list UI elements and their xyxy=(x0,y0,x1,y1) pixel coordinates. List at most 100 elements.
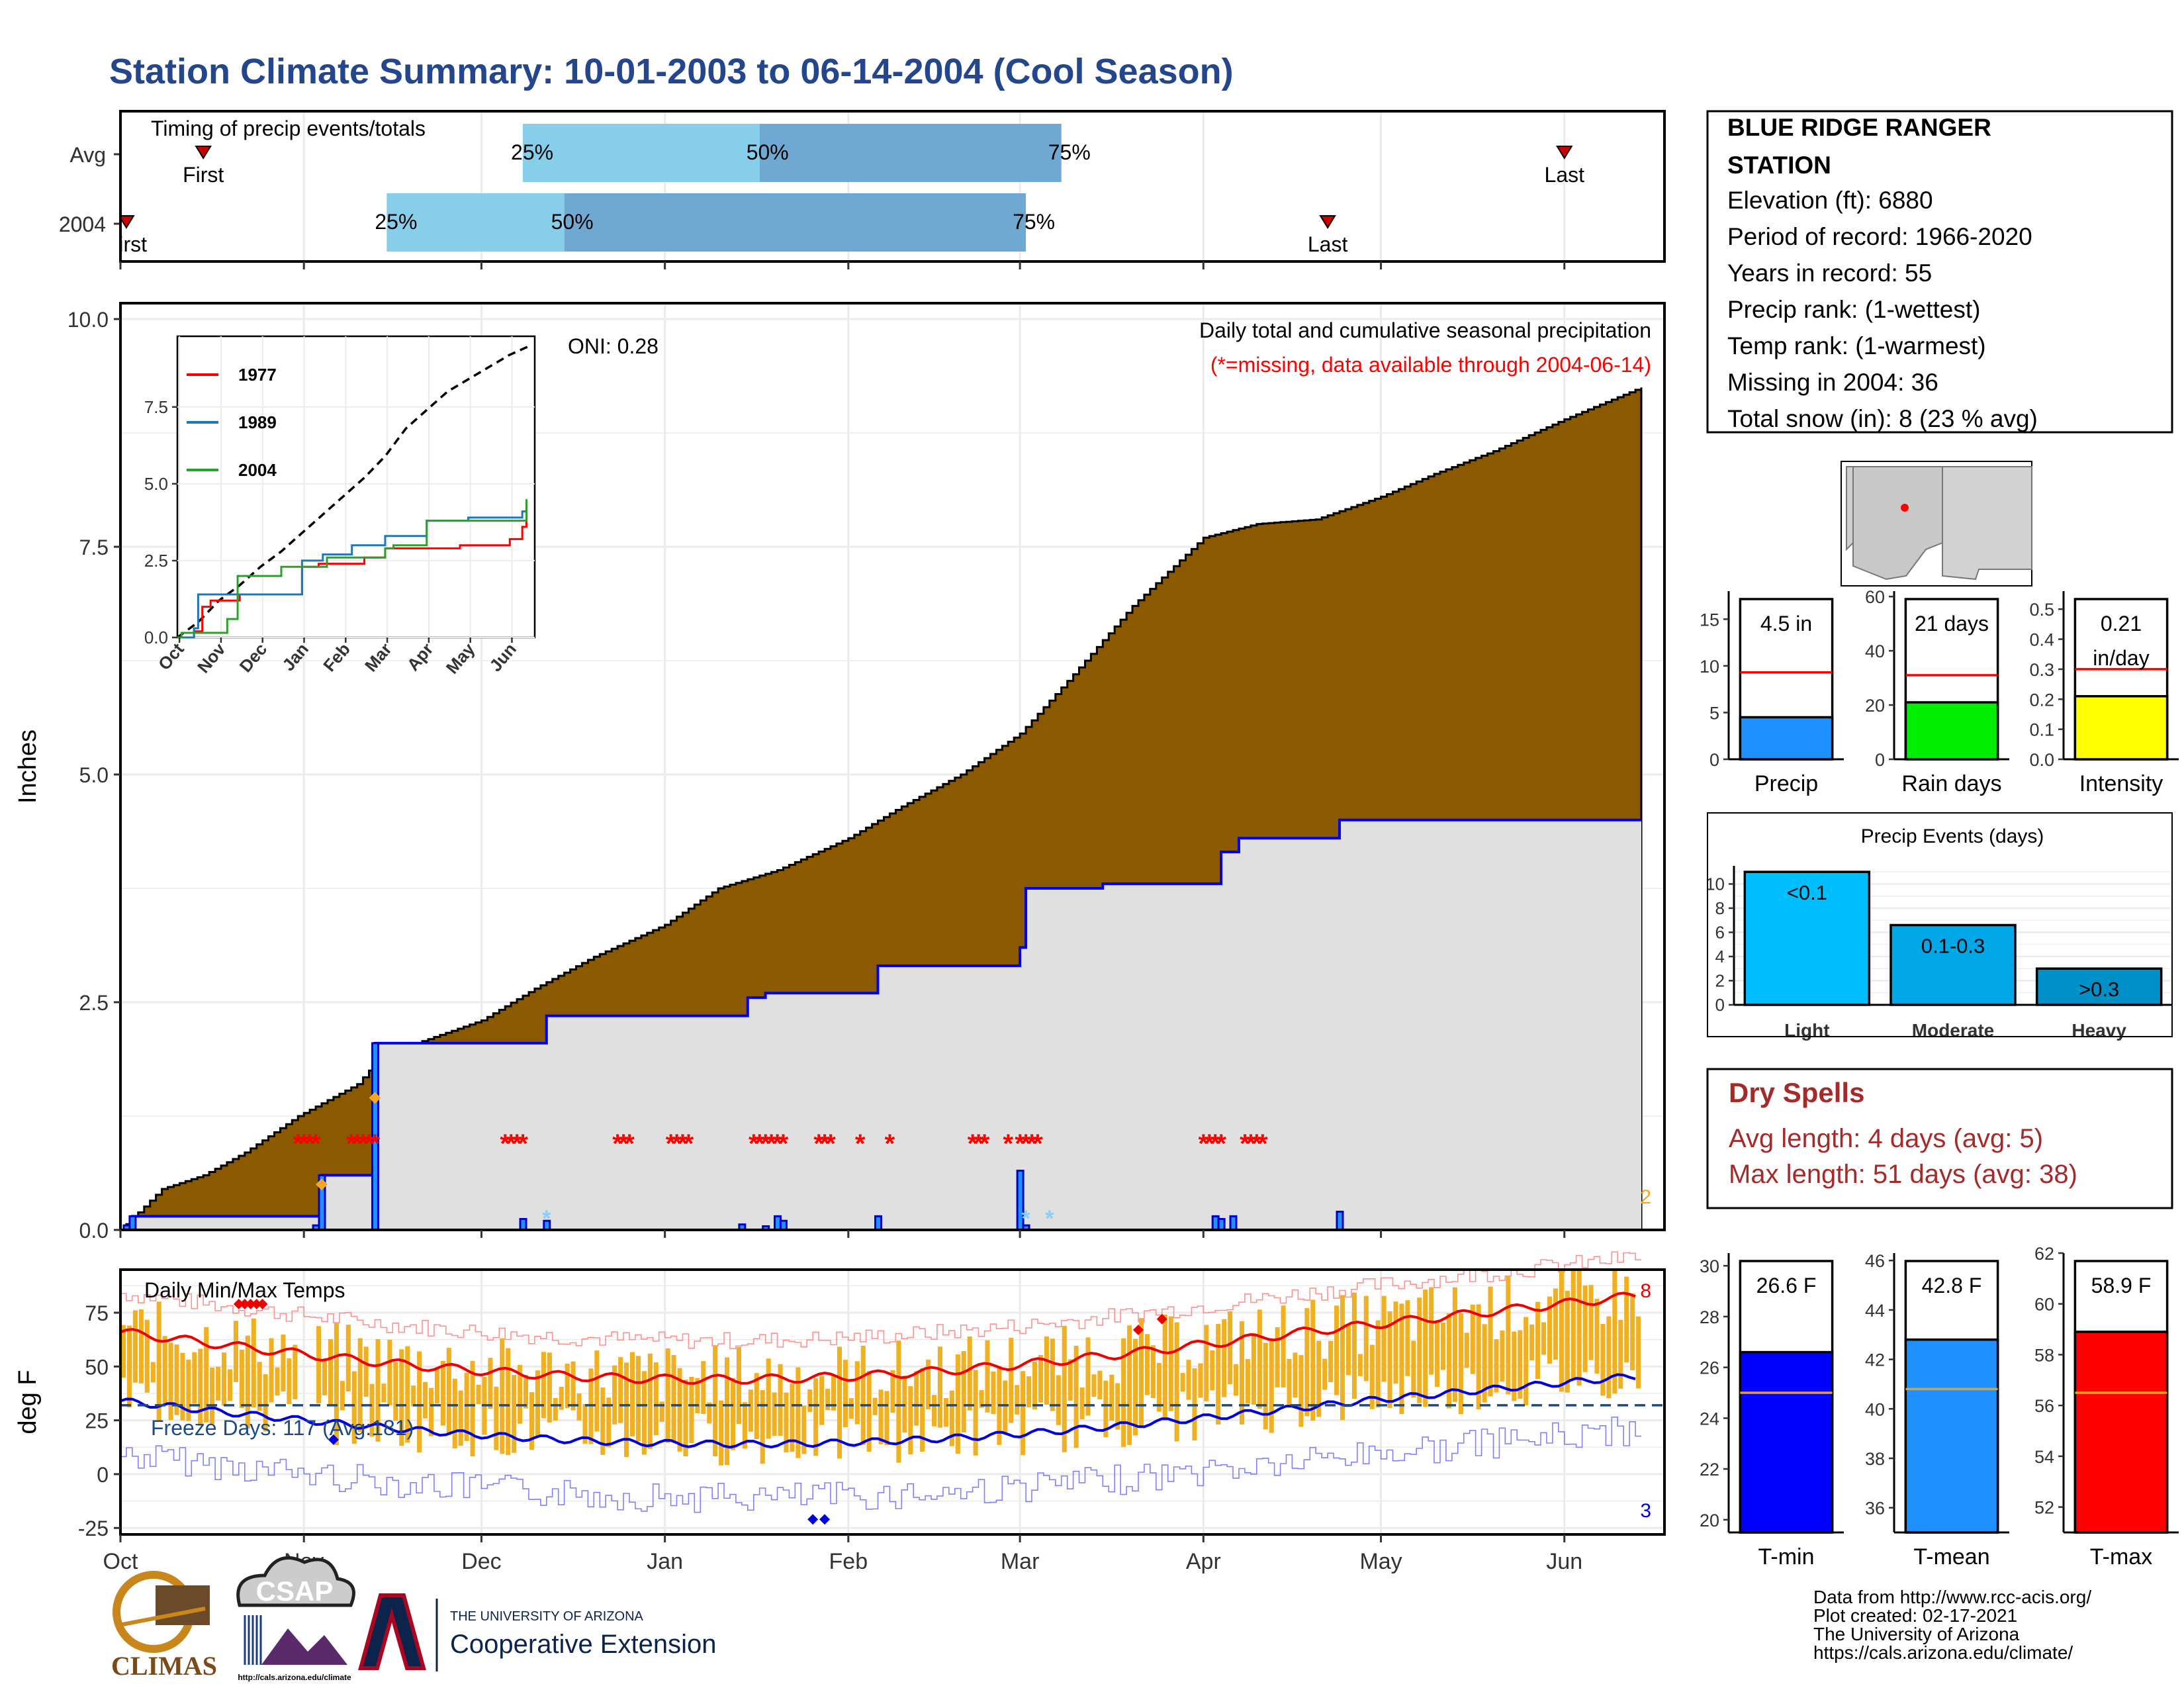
daily-temp-bar xyxy=(1103,1380,1109,1438)
events-y-tick-label: 2 xyxy=(1715,970,1725,990)
daily-temp-bar xyxy=(1369,1344,1375,1409)
summary-bar-y-tick-label: 40 xyxy=(1865,1399,1885,1419)
main-y-tick-label: 0.0 xyxy=(79,1219,109,1243)
daily-temp-bar xyxy=(411,1385,416,1407)
missing-marker: * xyxy=(813,1129,824,1158)
csap-url: http://cals.arizona.edu/climate xyxy=(238,1673,351,1682)
daily-temp-bar xyxy=(1524,1317,1529,1406)
events-bar-label: 0.1-0.3 xyxy=(1921,934,1985,957)
daily-temp-bar xyxy=(529,1392,535,1450)
daily-temp-bar xyxy=(1251,1333,1256,1405)
daily-temp-bar xyxy=(168,1342,173,1421)
daily-temp-bar xyxy=(144,1319,150,1393)
timing-row-label: 2004 xyxy=(59,212,106,236)
missing-marker: * xyxy=(766,1129,777,1158)
daily-temp-bar xyxy=(926,1359,931,1409)
events-bar xyxy=(2035,967,2163,1006)
events-category-label: Heavy xyxy=(2071,1020,2126,1041)
daily-temp-bar xyxy=(174,1344,179,1415)
inset-legend-label: 1989 xyxy=(238,412,277,432)
daily-temp-bar xyxy=(1269,1338,1274,1433)
timing-frame xyxy=(119,110,1666,263)
daily-precip-bar xyxy=(128,1215,137,1231)
events-y-tick-label: 10 xyxy=(1706,874,1725,894)
summary-bar-y-tick-label: 20 xyxy=(1700,1511,1719,1530)
summary-bar-y-tick-label: 46 xyxy=(1865,1251,1885,1271)
daily-temp-bar xyxy=(239,1349,244,1408)
inset-legend-label: 2004 xyxy=(238,460,277,480)
oni-label: ONI: 0.28 xyxy=(568,334,659,358)
summary-bar-value: 58.9 F xyxy=(2091,1274,2152,1297)
temp-x-tick-label: Apr xyxy=(1186,1549,1221,1574)
missing-marker: * xyxy=(1015,1129,1025,1158)
missing-marker: * xyxy=(885,1129,895,1158)
summary-bar-value: 26.6 F xyxy=(1756,1274,1817,1297)
daily-precip-bar xyxy=(1336,1210,1344,1231)
daily-temp-bar xyxy=(790,1383,795,1452)
missing-marker: * xyxy=(1199,1129,1209,1158)
first-marker-icon xyxy=(195,146,212,160)
daily-temp-bar xyxy=(967,1336,972,1411)
neighbor-state-shape xyxy=(1846,466,1854,551)
summary-bar-y-tick-label: 0.2 xyxy=(2029,690,2054,710)
ua-logo-top-text: THE UNIVERSITY OF ARIZONA xyxy=(450,1609,644,1624)
daily-temp-bar xyxy=(506,1348,511,1456)
temperature-chart: -250255075OctNovDecJanFebMarAprMayJundeg… xyxy=(14,1251,1666,1574)
missing-note: (*=missing, data available through 2004-… xyxy=(1210,353,1651,377)
dry-spells-title: Dry Spells xyxy=(1729,1077,1864,1108)
daily-temp-bar xyxy=(121,1325,126,1378)
missing-marker: * xyxy=(678,1129,688,1158)
daily-temp-bar xyxy=(594,1350,600,1432)
missing-marker: * xyxy=(500,1129,510,1158)
daily-temp-bar xyxy=(428,1387,434,1436)
daily-temp-bar xyxy=(837,1346,842,1459)
dry-spells-avg: Avg length: 4 days (avg: 5) xyxy=(1729,1124,2043,1153)
daily-temp-bar xyxy=(351,1371,357,1444)
daily-temp-bar xyxy=(216,1366,221,1401)
daily-temp-bar xyxy=(1470,1304,1475,1374)
record-high-marker xyxy=(251,1299,262,1310)
summary-bar-fill xyxy=(1904,701,1999,761)
climas-logo-swoosh xyxy=(118,1607,206,1627)
daily-temp-bar xyxy=(1228,1311,1233,1385)
daily-temp-bar xyxy=(1293,1352,1298,1398)
daily-temp-bar xyxy=(570,1361,576,1411)
events-bar xyxy=(1889,923,2017,1006)
missing-marker: * xyxy=(1032,1129,1043,1158)
daily-temp-bar xyxy=(659,1401,664,1422)
precip-events-chart: Precip Events (days) <0.1 Light 0.1-0.3 Mode… xyxy=(1706,812,2173,1041)
daily-temp-bar xyxy=(1263,1342,1268,1430)
daily-precip-bar xyxy=(519,1217,527,1231)
record-low-count: 3 xyxy=(1640,1500,1651,1522)
daily-temp-bar xyxy=(1310,1299,1316,1421)
daily-temp-bar xyxy=(1494,1339,1499,1393)
inset-series-line xyxy=(177,499,527,639)
daily-temp-bar xyxy=(1127,1325,1132,1445)
daily-temp-bar xyxy=(293,1344,298,1399)
daily-temp-bar xyxy=(1452,1287,1457,1402)
daily-temp-bar xyxy=(618,1357,623,1423)
missing-marker: * xyxy=(506,1129,516,1158)
station-info-line: Precip rank: (1-wettest) xyxy=(1727,296,1980,323)
daily-temp-bar xyxy=(1015,1385,1020,1415)
daily-temp-bar xyxy=(345,1325,351,1392)
daily-temp-bar xyxy=(1304,1308,1310,1417)
daily-temp-bar xyxy=(955,1354,960,1454)
inset-y-tick-label: 2.5 xyxy=(144,551,168,571)
daily-temp-bar xyxy=(641,1371,647,1455)
station-info-box: BLUE RIDGE RANGER STATION Elevation (ft): … xyxy=(1706,110,2173,434)
credit-line: The University of Arizona xyxy=(1813,1624,2020,1644)
summary-bar-y-tick-label: 60 xyxy=(1865,587,1885,607)
daily-temp-bar xyxy=(1133,1338,1138,1436)
main-y-label: Inches xyxy=(14,729,42,804)
daily-temp-bar xyxy=(973,1370,978,1456)
daily-temp-bar xyxy=(512,1374,517,1453)
summary-bar-y-tick-label: 20 xyxy=(1865,696,1885,716)
daily-temp-bar xyxy=(1334,1305,1340,1395)
summary-bar-xlabel: T-max xyxy=(2090,1544,2152,1570)
daily-temp-bar xyxy=(683,1380,688,1456)
main-annotation: Daily total and cumulative seasonal prec… xyxy=(1199,318,1651,342)
temp-x-tick-label: May xyxy=(1359,1549,1402,1574)
daily-temp-bar xyxy=(1115,1383,1120,1430)
